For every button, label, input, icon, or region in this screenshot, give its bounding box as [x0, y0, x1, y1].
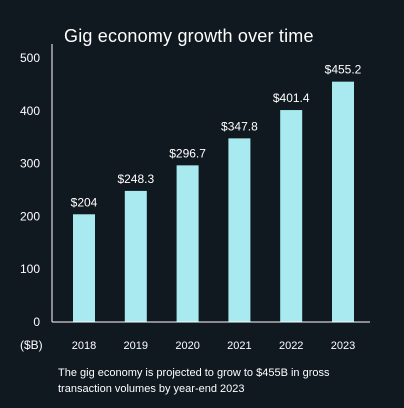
y-axis: 0 100 200 300 400 500	[20, 44, 53, 329]
bar-2020	[176, 165, 199, 322]
chart-title: Gig economy growth over time	[64, 26, 314, 46]
chart-caption: The gig economy is projected to grow to …	[58, 367, 330, 395]
y-tick-label: 100	[20, 262, 40, 276]
y-tick-label: 500	[20, 51, 40, 65]
y-tick-label: 200	[20, 209, 40, 223]
x-tick-label-2021: 2021	[227, 340, 251, 352]
data-label-2020: $296.7	[169, 146, 206, 160]
data-label-2018: $204	[71, 195, 98, 209]
x-axis: ($B) 2018 2019 2020 2021 2022 2023	[20, 321, 370, 352]
data-label-2023: $455.2	[325, 63, 362, 77]
y-tick-label: 0	[33, 315, 40, 329]
bar-2023	[332, 81, 354, 322]
y-tick-label: 300	[20, 157, 40, 171]
bars	[73, 81, 354, 323]
data-label-2022: $401.4	[273, 91, 310, 105]
bar-2019	[124, 190, 147, 322]
data-label-2019: $248.3	[117, 172, 154, 186]
unit-label: ($B)	[20, 338, 43, 352]
bar-2022	[280, 110, 303, 323]
x-tick-label-2019: 2019	[124, 340, 148, 352]
x-tick-label-2020: 2020	[175, 340, 199, 352]
x-tick-label-2018: 2018	[72, 340, 96, 352]
data-label-2021: $347.8	[221, 119, 258, 133]
x-tick-label-2023: 2023	[331, 340, 355, 352]
data-labels: $204 $248.3 $296.7 $347.8 $401.4 $455.2	[71, 63, 362, 210]
bar-2018	[73, 214, 95, 322]
x-tick-label-2022: 2022	[279, 340, 303, 352]
y-tick-label: 400	[20, 104, 40, 118]
bar-2021	[228, 138, 251, 322]
